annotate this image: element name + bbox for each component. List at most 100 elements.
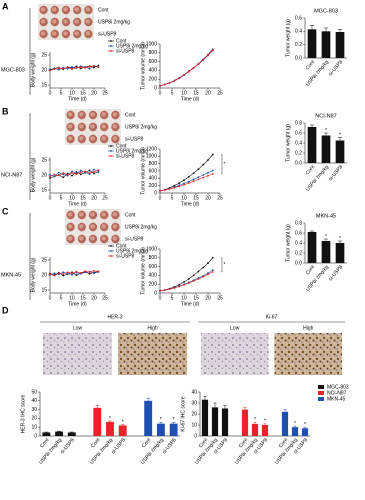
- x-tick-label: 10: [69, 195, 75, 201]
- panel-letter: C: [2, 206, 9, 216]
- y-tick-label: 800: [149, 50, 158, 56]
- point: [159, 289, 161, 292]
- point: [163, 189, 166, 191]
- error-bar: [309, 25, 315, 30]
- y-tick-label: 0.4: [295, 240, 302, 246]
- error-bar: [323, 27, 329, 32]
- y-tick-label: 0.0: [295, 55, 302, 61]
- point: [53, 173, 56, 176]
- bar: [291, 427, 299, 436]
- point: [88, 271, 91, 274]
- point: [71, 174, 73, 177]
- point: [202, 176, 205, 179]
- y-tick-label: 25: [41, 257, 47, 263]
- y-tick-label: 10: [191, 422, 197, 428]
- error-bar: [253, 422, 257, 424]
- legend-label: Cont: [116, 243, 127, 249]
- significance-mark: *: [224, 262, 226, 268]
- panel-letter: A: [2, 1, 9, 11]
- point: [192, 274, 195, 277]
- y-tick-label: 20: [31, 416, 37, 422]
- point: [163, 83, 166, 86]
- x-tick-label: 25: [217, 295, 223, 301]
- error-bar: [263, 423, 267, 425]
- bar: [335, 243, 345, 263]
- point: [183, 281, 185, 283]
- x-axis-label: Time (d): [68, 201, 87, 207]
- point: [183, 74, 185, 76]
- level-label: Low: [73, 325, 83, 331]
- point: [173, 79, 176, 82]
- tumor-photo: [65, 109, 121, 145]
- point: [187, 70, 190, 73]
- point: [183, 283, 185, 286]
- y-axis-label: Tumor volume (mm3): [140, 147, 146, 195]
- point: [173, 186, 176, 189]
- y-tick-label: 200: [149, 282, 158, 288]
- y-tick-label: 400: [149, 176, 158, 182]
- x-tick-label: 10: [69, 295, 75, 301]
- legend-label: USP8i 2mg/kg: [116, 43, 148, 49]
- x-tick-label: 25: [102, 195, 108, 201]
- legend-label: USP8i 2mg/kg: [116, 248, 148, 254]
- point: [49, 177, 51, 179]
- significance-mark: *: [109, 416, 111, 422]
- point: [88, 65, 91, 68]
- point: [187, 282, 190, 284]
- significance-mark: *: [173, 417, 175, 423]
- y-tick-label: 25: [41, 52, 47, 58]
- point: [93, 269, 95, 272]
- ihc-image: [118, 333, 187, 375]
- y-tick-label: 20: [41, 272, 47, 278]
- cell-line-label: MGC-803: [1, 67, 25, 73]
- point: [79, 173, 82, 176]
- point: [71, 170, 73, 173]
- x-tick-label: 0: [159, 90, 162, 96]
- marker-label: Ki-67: [266, 314, 278, 320]
- bar: [321, 31, 331, 58]
- x-tick-label: 25: [217, 90, 223, 96]
- bar: [281, 411, 289, 436]
- significance-mark: *: [339, 132, 341, 138]
- point: [183, 179, 185, 182]
- x-tick-label: Cont: [238, 437, 250, 449]
- x-tick-label: Cont: [141, 437, 153, 449]
- point: [84, 270, 87, 272]
- x-axis-label: Time (d): [181, 301, 200, 307]
- y-tick-label: 0: [194, 433, 197, 439]
- point: [187, 175, 190, 178]
- y-tick-label: 40: [31, 398, 37, 404]
- y-tick-label: 800: [149, 255, 158, 261]
- error-bar: [146, 397, 151, 401]
- y-tick-label: 0.6: [295, 130, 302, 136]
- error-bar: [171, 422, 176, 424]
- point: [97, 270, 100, 273]
- y-tick-label: 30: [191, 400, 197, 406]
- ihc-image: [274, 333, 342, 375]
- level-label: High: [147, 325, 158, 331]
- y-tick-label: 1000: [146, 246, 157, 252]
- point: [168, 288, 171, 291]
- point: [207, 171, 209, 174]
- y-tick-label: 0: [154, 85, 157, 91]
- bar: [221, 408, 229, 436]
- bar: [67, 432, 76, 436]
- bar: [301, 428, 309, 436]
- point: [202, 275, 205, 278]
- point: [93, 171, 95, 173]
- x-tick-label: 10: [181, 90, 187, 96]
- error-bar: [203, 396, 207, 400]
- point: [71, 273, 73, 276]
- y-tick-label: 0.0: [295, 260, 302, 266]
- error-bar: [95, 404, 100, 408]
- point: [88, 272, 91, 275]
- x-tick-label: 5: [171, 195, 174, 201]
- significance-mark: *: [264, 419, 266, 425]
- legend-marker: [110, 40, 112, 42]
- ihc-image: [201, 333, 269, 375]
- sample-label: si-USP8: [125, 236, 144, 242]
- y-tick-label: 15: [41, 287, 47, 293]
- point: [202, 266, 205, 269]
- x-tick-label: 20: [91, 90, 97, 96]
- point: [207, 262, 209, 264]
